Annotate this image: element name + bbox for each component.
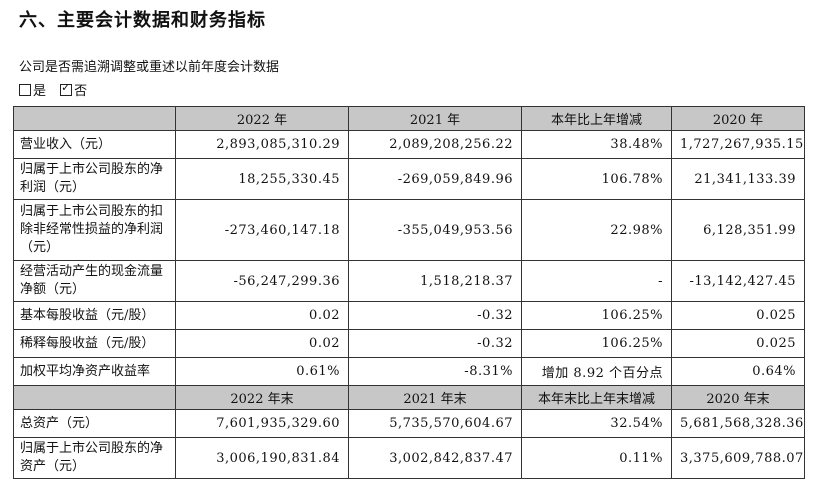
header-cell: 2022 年 — [175, 106, 349, 131]
cell-value: 5,735,570,604.67 — [348, 409, 522, 438]
row-label: 营业收入（元） — [13, 130, 176, 159]
cell-value: -0.32 — [348, 301, 522, 330]
cell-value: - — [521, 260, 672, 302]
row-label: 加权平均净资产收益率 — [13, 357, 176, 386]
cell-value: -269,059,849.96 — [348, 158, 522, 200]
cell-value: -355,049,953.56 — [348, 199, 522, 261]
row-label: 经营活动产生的现金流量净额（元） — [13, 260, 176, 302]
cell-value: 22.98% — [521, 199, 672, 261]
row-label: 归属于上市公司股东的净资产（元） — [13, 437, 176, 479]
cell-value: 0.61% — [175, 357, 349, 386]
option-yes-label: 是 — [33, 84, 47, 99]
cell-value: 1,518,218.37 — [348, 260, 522, 302]
cell-value: 7,601,935,329.60 — [175, 409, 349, 438]
section-title: 六、主要会计数据和财务指标 — [19, 10, 266, 31]
header-cell: 2021 年末 — [348, 385, 522, 410]
cell-value: 增加 8.92 个百分点 — [521, 357, 672, 386]
table-header-row: 2022 年 2021 年 本年比上年增减 2020 年 — [13, 106, 805, 131]
cell-value: -56,247,299.36 — [175, 260, 349, 302]
cell-value: 18,255,330.45 — [175, 158, 349, 200]
header-cell — [13, 385, 176, 410]
row-label: 基本每股收益（元/股） — [13, 301, 176, 330]
row-label: 归属于上市公司股东的净利润（元） — [13, 158, 176, 200]
cell-value: 106.78% — [521, 158, 672, 200]
cell-value: 3,375,609,788.07 — [671, 437, 805, 479]
cell-value: 3,002,842,837.47 — [348, 437, 522, 479]
row-label: 总资产（元） — [13, 409, 176, 438]
header-cell: 本年末比上年末增减 — [521, 385, 672, 410]
option-no-label: 否 — [74, 84, 88, 99]
cell-value: 0.02 — [175, 329, 349, 358]
cell-value: 0.64% — [671, 357, 805, 386]
restatement-question: 公司是否需追溯调整或重述以前年度会计数据 — [19, 60, 280, 75]
financial-indicators-table: 2022 年 2021 年 本年比上年增减 2020 年 营业收入（元） 2,8… — [13, 106, 805, 479]
header-cell: 2021 年 — [348, 106, 522, 131]
restatement-choice: 是 否 — [19, 80, 97, 99]
header-cell: 2022 年末 — [175, 385, 349, 410]
cell-value: 2,893,085,310.29 — [175, 130, 349, 159]
table-row: 归属于上市公司股东的净利润（元） 18,255,330.45 -269,059,… — [13, 158, 805, 200]
cell-value: 5,681,568,328.36 — [671, 409, 805, 438]
cell-value: 1,727,267,935.15 — [671, 130, 805, 159]
cell-value: -0.32 — [348, 329, 522, 358]
cell-value: 2,089,208,256.22 — [348, 130, 522, 159]
header-cell: 2020 年末 — [671, 385, 805, 410]
cell-value: 38.48% — [521, 130, 672, 159]
table-row: 归属于上市公司股东的净资产（元） 3,006,190,831.84 3,002,… — [13, 437, 805, 479]
cell-value: 32.54% — [521, 409, 672, 438]
cell-value: 106.25% — [521, 301, 672, 330]
cell-value: 106.25% — [521, 329, 672, 358]
cell-value: -8.31% — [348, 357, 522, 386]
cell-value: 0.02 — [175, 301, 349, 330]
table-row: 基本每股收益（元/股） 0.02 -0.32 106.25% 0.025 — [13, 301, 805, 330]
header-cell: 本年比上年增减 — [521, 106, 672, 131]
table-row: 营业收入（元） 2,893,085,310.29 2,089,208,256.2… — [13, 130, 805, 159]
table-row: 稀释每股收益（元/股） 0.02 -0.32 106.25% 0.025 — [13, 329, 805, 358]
table-row: 经营活动产生的现金流量净额（元） -56,247,299.36 1,518,21… — [13, 260, 805, 302]
checkbox-no[interactable] — [60, 81, 73, 96]
cell-value: 0.11% — [521, 437, 672, 479]
cell-value: -273,460,147.18 — [175, 199, 349, 261]
header-cell — [13, 106, 176, 131]
table-header-row: 2022 年末 2021 年末 本年末比上年末增减 2020 年末 — [13, 385, 805, 410]
cell-value: 0.025 — [671, 301, 805, 330]
cell-value: 0.025 — [671, 329, 805, 358]
cell-value: -13,142,427.45 — [671, 260, 805, 302]
row-label: 稀释每股收益（元/股） — [13, 329, 176, 358]
cell-value: 3,006,190,831.84 — [175, 437, 349, 479]
row-label: 归属于上市公司股东的扣除非经常性损益的净利润（元） — [13, 199, 176, 261]
checkbox-yes[interactable] — [19, 84, 31, 96]
header-cell: 2020 年 — [671, 106, 805, 131]
table-row: 总资产（元） 7,601,935,329.60 5,735,570,604.67… — [13, 409, 805, 438]
table-row: 加权平均净资产收益率 0.61% -8.31% 增加 8.92 个百分点 0.6… — [13, 357, 805, 386]
table-row: 归属于上市公司股东的扣除非经常性损益的净利润（元） -273,460,147.1… — [13, 199, 805, 261]
cell-value: 6,128,351.99 — [671, 199, 805, 261]
cell-value: 21,341,133.39 — [671, 158, 805, 200]
